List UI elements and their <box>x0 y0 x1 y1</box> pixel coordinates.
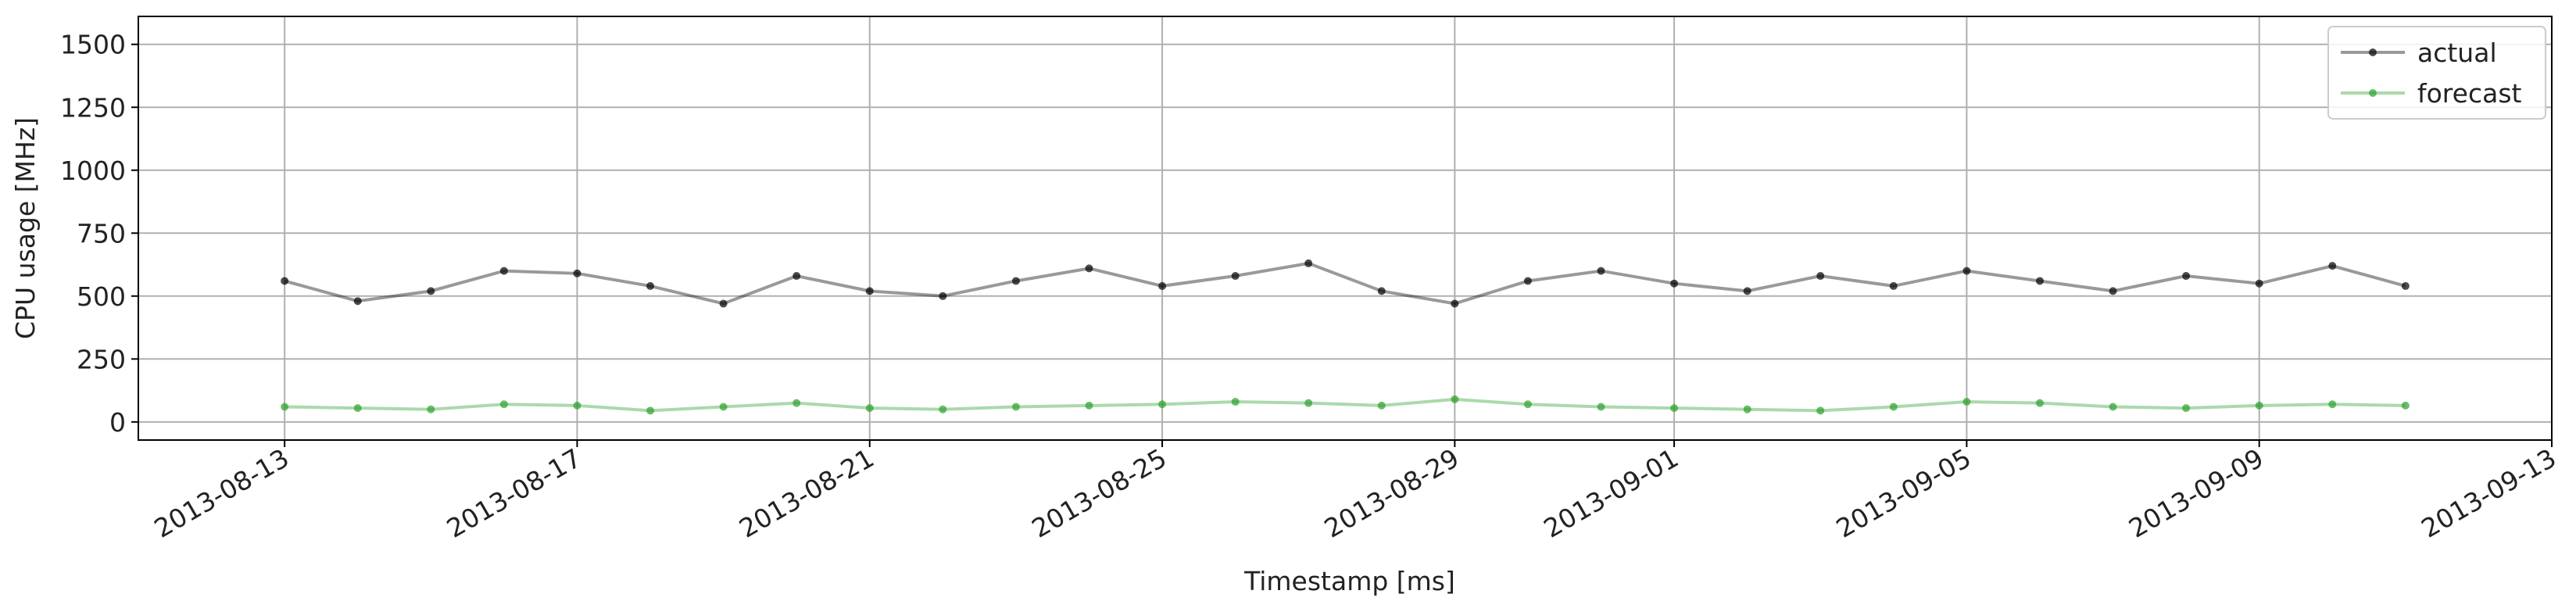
data-point <box>1158 400 1167 409</box>
data-point <box>1670 404 1679 413</box>
data-point <box>719 403 728 411</box>
data-point <box>2109 403 2117 411</box>
data-point <box>719 299 728 308</box>
data-point <box>1962 267 1971 275</box>
data-point <box>1523 277 1532 285</box>
data-point <box>1377 287 1386 295</box>
data-point <box>1085 264 1093 273</box>
legend-box <box>2327 26 2546 120</box>
data-point <box>2182 404 2191 413</box>
data-point <box>1743 405 1751 413</box>
series-line <box>284 261 2406 306</box>
data-point <box>573 401 581 410</box>
legend-marker <box>2369 89 2377 97</box>
data-point <box>1451 395 1459 403</box>
x-tick-label: 2013-08-17 <box>442 442 587 544</box>
data-point <box>1962 398 1971 406</box>
data-point <box>573 269 581 277</box>
data-point <box>1011 277 1020 285</box>
data-point <box>646 281 655 290</box>
data-point <box>939 405 947 413</box>
data-point <box>2035 277 2044 285</box>
data-point <box>1597 403 1605 411</box>
data-point <box>2401 281 2410 290</box>
data-point <box>427 287 435 295</box>
data-point <box>1377 401 1386 410</box>
data-point <box>2255 279 2263 288</box>
data-point <box>2035 399 2044 407</box>
data-point <box>2109 287 2117 295</box>
y-tick-label: 1500 <box>60 30 126 60</box>
x-tick-label: 2013-09-01 <box>1539 442 1684 544</box>
data-point <box>1523 400 1532 409</box>
data-point <box>1304 259 1313 267</box>
data-point <box>2328 262 2337 270</box>
x-tick-label: 2013-09-05 <box>1831 442 1977 544</box>
data-point <box>499 400 508 409</box>
y-tick-label: 500 <box>77 281 126 312</box>
data-point <box>1597 267 1605 275</box>
legend-label: forecast <box>2417 78 2522 109</box>
data-point <box>792 399 801 407</box>
data-point <box>427 405 435 413</box>
data-point <box>1816 406 1825 415</box>
data-point <box>2328 400 2337 409</box>
data-point <box>281 403 289 411</box>
data-point <box>792 272 801 281</box>
data-point <box>1743 287 1751 295</box>
data-point <box>499 267 508 275</box>
x-tick-label: 2013-08-29 <box>1319 442 1465 544</box>
data-point <box>939 292 947 300</box>
data-point <box>1889 281 1898 290</box>
data-point <box>865 287 874 295</box>
y-tick-label: 0 <box>109 407 126 438</box>
y-tick-label: 1000 <box>60 156 126 186</box>
plot-frame <box>138 16 2553 441</box>
data-point <box>865 404 874 413</box>
data-point <box>2255 401 2263 410</box>
data-point <box>353 404 362 413</box>
data-point <box>1231 272 1240 281</box>
data-point <box>1011 403 1020 411</box>
x-tick-label: 2013-08-13 <box>149 442 295 544</box>
data-point <box>1231 398 1240 406</box>
data-point <box>1670 279 1679 288</box>
data-point <box>1889 403 1898 411</box>
y-tick-label: 1250 <box>60 92 126 123</box>
x-tick-label: 2013-08-25 <box>1026 442 1172 544</box>
series-line <box>284 397 2406 413</box>
data-point <box>1304 399 1313 407</box>
data-point <box>646 406 655 415</box>
legend-marker <box>2369 48 2377 56</box>
x-tick-label: 2013-08-21 <box>734 442 879 544</box>
data-point <box>1451 299 1459 308</box>
data-point <box>1158 281 1167 290</box>
y-tick-label: 750 <box>77 218 126 249</box>
y-tick-label: 250 <box>77 344 126 374</box>
x-axis-label: Timestamp [ms] <box>1243 566 1455 596</box>
data-point <box>281 277 289 285</box>
x-tick-label: 2013-09-09 <box>2123 442 2269 544</box>
data-point <box>2182 272 2191 281</box>
data-point <box>1816 272 1825 281</box>
legend-label: actual <box>2417 38 2497 68</box>
data-point <box>2401 401 2410 410</box>
y-axis-label: CPU usage [MHz] <box>10 117 41 339</box>
x-tick-label: 2013-09-13 <box>2416 442 2561 544</box>
data-point <box>1085 401 1093 410</box>
data-point <box>353 297 362 306</box>
